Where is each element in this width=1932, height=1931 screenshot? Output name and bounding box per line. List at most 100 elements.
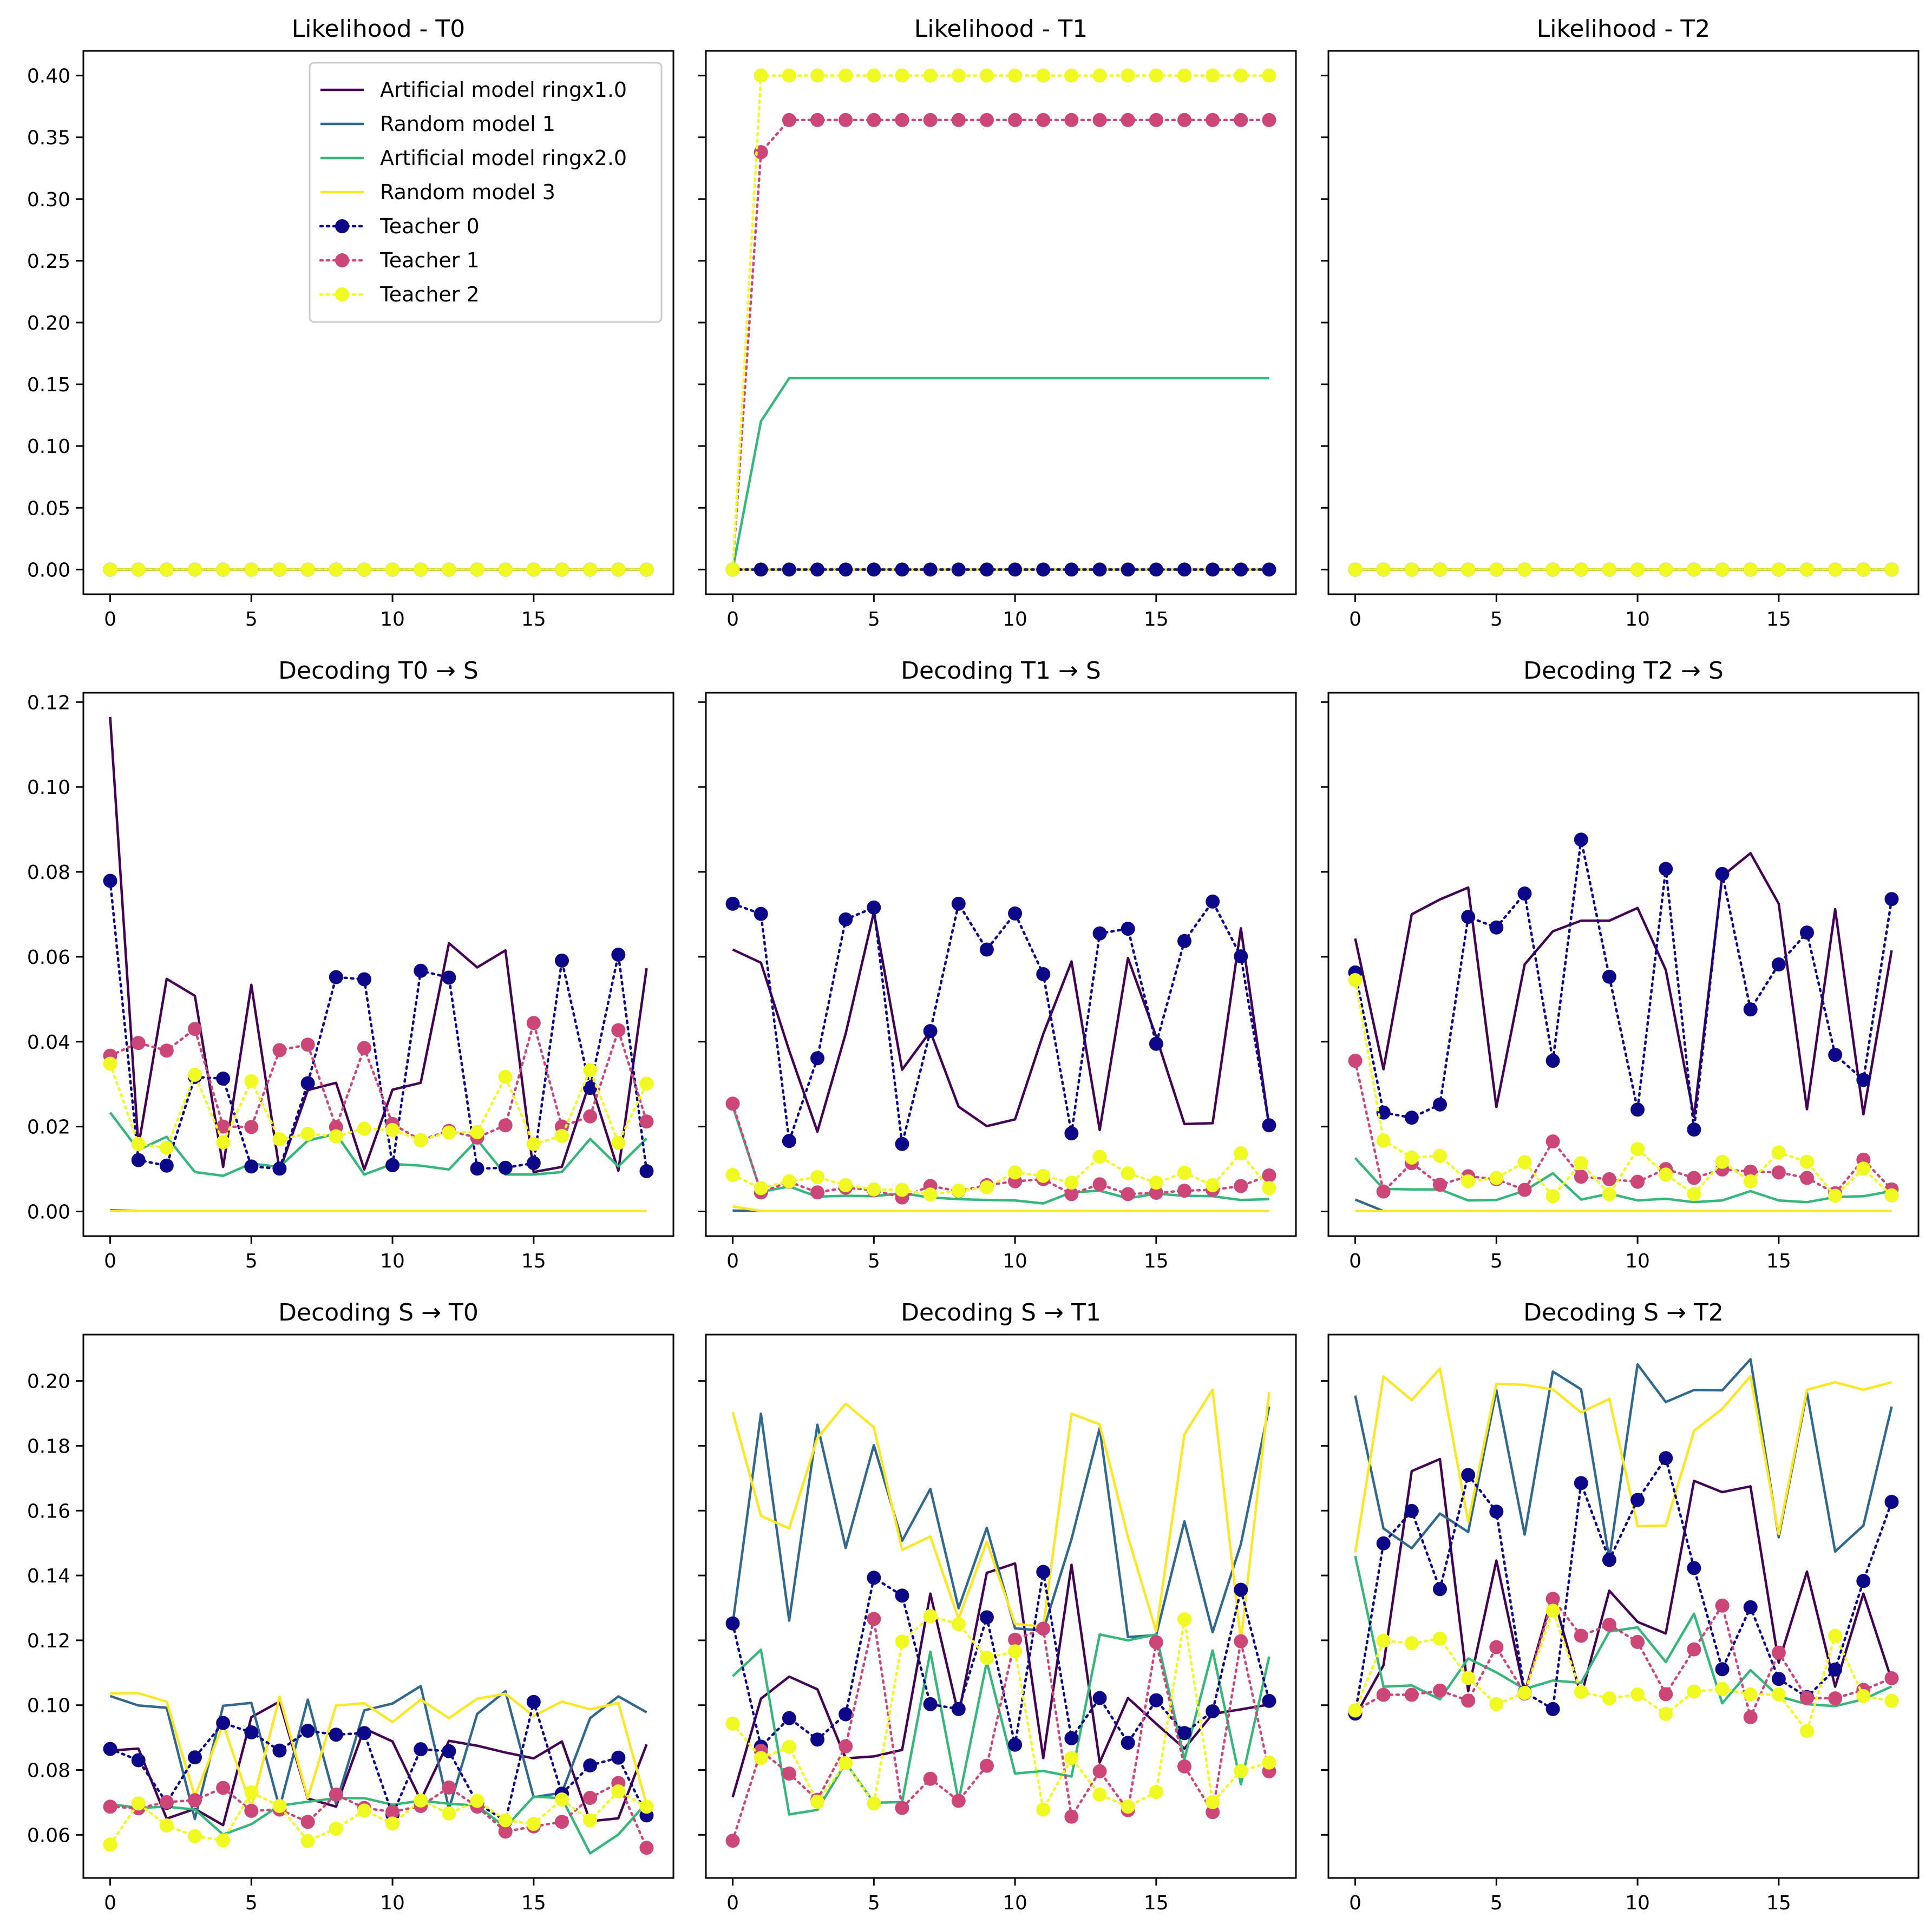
data-point-teacher-2 <box>1545 562 1560 577</box>
series-line-teacher-2 <box>731 74 1270 571</box>
y-tick-label: 0.20 <box>27 312 70 334</box>
data-point-teacher-1 <box>1149 1185 1163 1200</box>
data-point-teacher-2 <box>526 562 541 577</box>
data-point-teacher-0 <box>782 1134 796 1148</box>
data-point-teacher-2 <box>554 562 569 577</box>
x-tick-label: 5 <box>1490 1892 1503 1914</box>
data-point-teacher-0 <box>329 1728 343 1742</box>
data-point-teacher-1 <box>1177 1759 1191 1774</box>
data-point-teacher-0 <box>1884 892 1899 907</box>
data-point-teacher-0 <box>357 972 371 987</box>
series-line-artificial-model-ringx1-0 <box>1354 852 1893 1118</box>
data-point-teacher-0 <box>867 562 881 577</box>
legend-label: Teacher 1 <box>379 248 480 272</box>
y-tick-label: 0.30 <box>27 189 70 211</box>
data-point-teacher-0 <box>979 1610 994 1625</box>
data-point-teacher-0 <box>1828 1662 1843 1677</box>
data-point-teacher-0 <box>159 1158 174 1173</box>
data-point-teacher-0 <box>867 900 881 915</box>
data-point-teacher-2 <box>1884 562 1899 577</box>
data-point-teacher-1 <box>782 1766 796 1781</box>
data-point-teacher-0 <box>1659 862 1673 876</box>
data-point-teacher-0 <box>272 1161 287 1176</box>
series-line-random-model-1 <box>731 1406 1270 1639</box>
data-point-teacher-0 <box>951 1702 966 1716</box>
data-point-teacher-0 <box>1630 1102 1645 1117</box>
data-point-teacher-1 <box>810 1185 825 1200</box>
plot-area <box>103 1685 654 1855</box>
x-tick-label: 15 <box>1766 1250 1791 1272</box>
data-point-teacher-2 <box>1574 1156 1588 1171</box>
y-tick-label: 0.10 <box>27 1695 70 1717</box>
data-point-teacher-2 <box>1092 1788 1107 1802</box>
data-point-teacher-0 <box>188 1750 202 1765</box>
series-line-random-model-3 <box>731 1388 1270 1642</box>
subplot-1: Likelihood - T0 0 5 10 15 0.00 0.05 0.10 0.15 0.2… <box>27 15 674 630</box>
series-line-teacher-0 <box>1354 838 1893 1131</box>
y-tick-label: 0.18 <box>27 1435 70 1457</box>
data-point-teacher-2 <box>1348 562 1363 577</box>
data-point-teacher-2 <box>1856 1689 1871 1703</box>
data-point-teacher-0 <box>1177 562 1191 577</box>
data-point-teacher-0 <box>1262 562 1276 577</box>
data-point-teacher-2 <box>1545 1189 1560 1204</box>
legend-label: Random model 1 <box>380 112 555 136</box>
data-point-teacher-2 <box>979 1180 994 1194</box>
data-point-teacher-1 <box>583 1109 598 1124</box>
data-point-teacher-1 <box>300 1815 315 1829</box>
data-point-teacher-1 <box>1234 1179 1248 1193</box>
data-point-teacher-2 <box>103 562 117 577</box>
data-point-teacher-0 <box>1092 1691 1107 1705</box>
data-point-teacher-0 <box>639 1164 654 1178</box>
y-tick-label: 0.12 <box>27 1630 70 1652</box>
data-point-teacher-0 <box>1376 1536 1391 1551</box>
legend-label: Random model 3 <box>380 180 555 204</box>
data-point-teacher-0 <box>1659 1451 1673 1466</box>
data-point-teacher-0 <box>1602 1553 1616 1567</box>
data-point-teacher-2 <box>1008 68 1023 83</box>
data-point-teacher-0 <box>216 1071 231 1086</box>
series-line-artificial-model-ringx1-0 <box>110 1700 648 1827</box>
data-point-teacher-2 <box>1630 1687 1645 1702</box>
data-point-teacher-2 <box>1715 1154 1730 1169</box>
data-point-teacher-2 <box>1687 1187 1701 1201</box>
subplot-2: Likelihood - T1 0 5 10 15 <box>698 15 1297 630</box>
series-line-random-model-3 <box>732 1205 1269 1212</box>
data-point-teacher-2 <box>1149 1785 1163 1799</box>
data-point-teacher-2 <box>979 1651 994 1665</box>
data-point-teacher-0 <box>1433 1582 1448 1597</box>
data-point-teacher-2 <box>895 68 909 83</box>
data-point-teacher-1 <box>1771 1645 1786 1660</box>
data-point-teacher-0 <box>1461 910 1476 924</box>
plot-area <box>1348 562 1899 577</box>
data-point-teacher-2 <box>272 1799 287 1814</box>
data-point-teacher-2 <box>188 1067 202 1082</box>
data-point-teacher-1 <box>725 1096 740 1111</box>
data-point-teacher-1 <box>1884 1671 1899 1685</box>
data-point-teacher-2 <box>1206 1178 1220 1192</box>
y-tick-label: 0.04 <box>27 1032 70 1054</box>
x-tick-label: 15 <box>521 608 546 630</box>
data-point-teacher-0 <box>1856 1073 1871 1087</box>
data-point-teacher-2 <box>1828 1628 1843 1643</box>
data-point-teacher-2 <box>1687 562 1701 577</box>
subplot-title: Likelihood - T0 <box>292 15 466 43</box>
data-point-teacher-0 <box>385 1158 400 1173</box>
data-point-teacher-2 <box>470 1794 484 1808</box>
data-point-teacher-0 <box>1489 1505 1504 1519</box>
data-point-teacher-0 <box>725 896 740 911</box>
data-point-teacher-2 <box>810 1795 825 1809</box>
data-point-teacher-0 <box>442 970 456 985</box>
data-point-teacher-2 <box>1743 562 1758 577</box>
subplot-title: Likelihood - T2 <box>1537 15 1711 43</box>
data-point-teacher-0 <box>357 1726 371 1740</box>
data-point-teacher-2 <box>385 562 400 577</box>
data-point-teacher-2 <box>1177 1166 1191 1180</box>
data-point-teacher-2 <box>782 68 796 83</box>
data-point-teacher-0 <box>1234 1582 1248 1597</box>
data-point-teacher-1 <box>923 113 938 127</box>
data-point-teacher-0 <box>1489 920 1504 935</box>
data-point-teacher-2 <box>244 1785 259 1799</box>
data-point-teacher-0 <box>754 907 768 921</box>
data-point-teacher-0 <box>1149 562 1163 577</box>
